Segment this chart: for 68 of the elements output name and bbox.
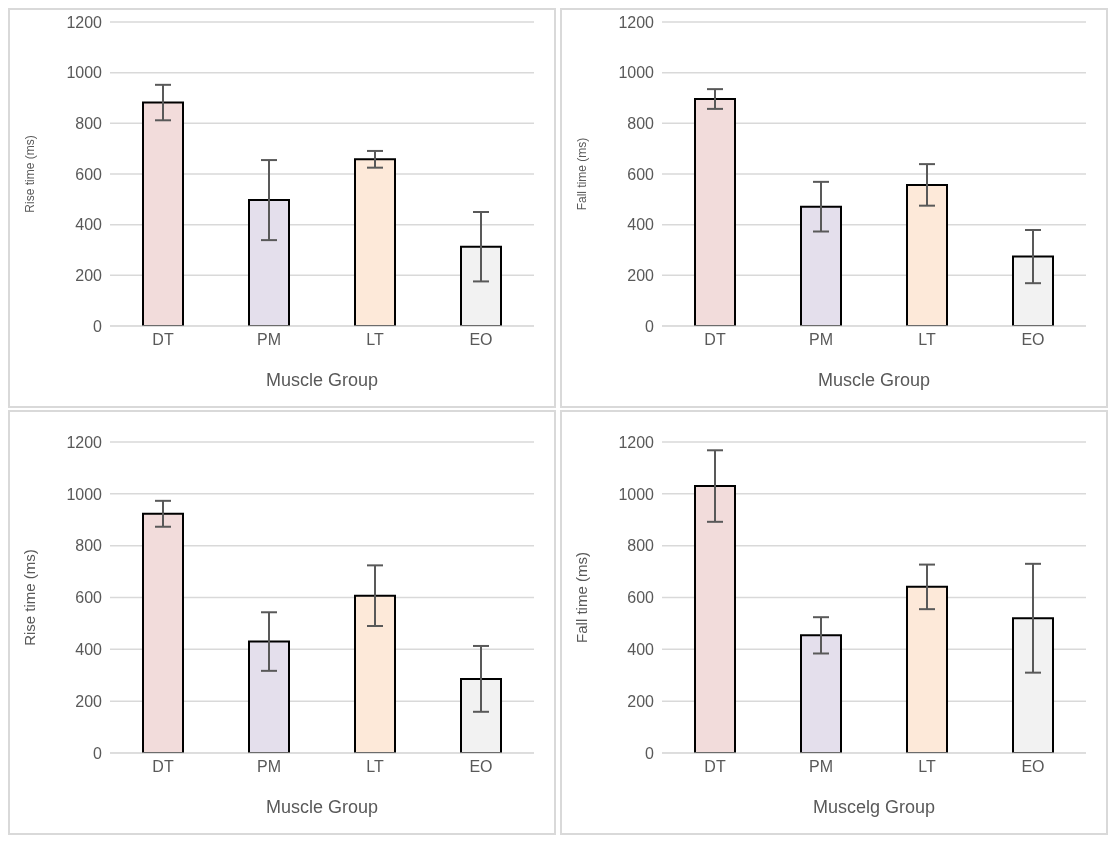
y-axis-title: Rise time (ms) bbox=[21, 549, 39, 646]
y-axis-title: Fall time (ms) bbox=[575, 137, 590, 211]
bar bbox=[354, 158, 396, 326]
x-tick-label: LT bbox=[918, 758, 936, 776]
bar bbox=[1012, 617, 1054, 753]
bar bbox=[354, 594, 396, 753]
x-tick-label: PM bbox=[257, 758, 281, 776]
bar bbox=[248, 640, 290, 753]
bar bbox=[694, 485, 736, 753]
x-tick-label: PM bbox=[809, 758, 833, 776]
x-tick-label: EO bbox=[1021, 758, 1045, 776]
x-axis-title: Muscelg Group bbox=[812, 797, 936, 817]
y-tick-label: 400 bbox=[75, 641, 103, 659]
bar bbox=[460, 677, 502, 753]
y-tick-label: 1000 bbox=[66, 485, 103, 503]
y-tick-label: 200 bbox=[627, 267, 655, 285]
y-tick-label: 800 bbox=[627, 537, 655, 555]
x-tick-label: PM bbox=[257, 331, 281, 349]
x-tick-label: LT bbox=[366, 331, 384, 349]
y-tick-label: 1200 bbox=[618, 13, 655, 31]
x-tick-label: DT bbox=[152, 331, 174, 349]
y-axis-title: Rise time (ms) bbox=[23, 135, 38, 213]
x-axis-title: Muscle Group bbox=[265, 370, 379, 390]
x-tick-label: DT bbox=[704, 331, 726, 349]
y-tick-label: 200 bbox=[75, 267, 103, 285]
y-tick-label: 200 bbox=[75, 692, 103, 710]
x-tick-label: LT bbox=[366, 758, 384, 776]
y-tick-label: 1200 bbox=[618, 433, 655, 451]
y-tick-label: 800 bbox=[627, 115, 655, 133]
x-tick-label: EO bbox=[1021, 331, 1045, 349]
y-tick-label: 600 bbox=[75, 589, 103, 607]
bar bbox=[906, 585, 948, 753]
y-tick-label: 0 bbox=[93, 317, 103, 335]
x-axis-title: Muscle Group bbox=[265, 797, 379, 817]
y-tick-label: 600 bbox=[627, 589, 655, 607]
bar bbox=[906, 183, 948, 326]
x-tick-label: DT bbox=[152, 758, 174, 776]
y-tick-label: 1000 bbox=[618, 64, 655, 82]
x-tick-label: EO bbox=[469, 758, 493, 776]
y-axis-title: Fall time (ms) bbox=[573, 552, 591, 643]
x-tick-label: LT bbox=[918, 331, 936, 349]
bar bbox=[142, 512, 184, 753]
y-tick-label: 0 bbox=[645, 744, 655, 762]
y-tick-label: 400 bbox=[627, 216, 655, 234]
x-tick-label: DT bbox=[704, 758, 726, 776]
bar bbox=[460, 245, 502, 326]
bar bbox=[142, 101, 184, 326]
y-tick-label: 600 bbox=[627, 165, 655, 183]
y-tick-label: 800 bbox=[75, 115, 103, 133]
x-tick-label: PM bbox=[809, 331, 833, 349]
y-tick-label: 0 bbox=[93, 744, 103, 762]
y-tick-label: 400 bbox=[627, 641, 655, 659]
y-tick-label: 200 bbox=[627, 692, 655, 710]
y-tick-label: 600 bbox=[75, 165, 103, 183]
y-tick-label: 1200 bbox=[66, 13, 103, 31]
x-axis-title: Muscle Group bbox=[817, 370, 931, 390]
bar bbox=[694, 98, 736, 326]
bar bbox=[800, 634, 842, 753]
y-tick-label: 800 bbox=[75, 537, 103, 555]
y-tick-label: 1000 bbox=[618, 485, 655, 503]
bar bbox=[1012, 255, 1054, 326]
x-tick-label: EO bbox=[469, 331, 493, 349]
bar bbox=[800, 205, 842, 326]
y-tick-label: 0 bbox=[645, 317, 655, 335]
bar bbox=[248, 199, 290, 326]
y-tick-label: 1200 bbox=[66, 433, 103, 451]
y-tick-label: 1000 bbox=[66, 64, 103, 82]
y-tick-label: 400 bbox=[75, 216, 103, 234]
